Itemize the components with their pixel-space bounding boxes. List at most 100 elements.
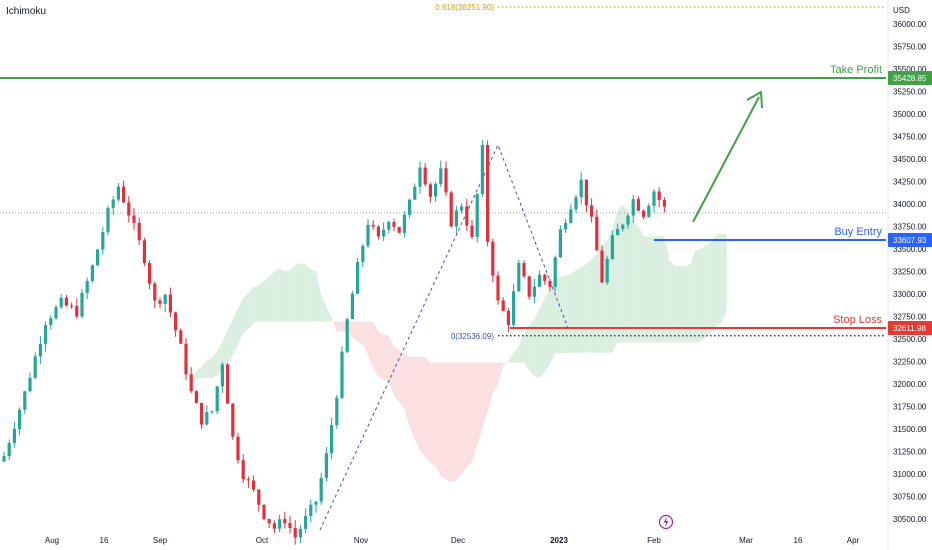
candle-body[interactable] (376, 226, 380, 237)
candle-body[interactable] (54, 307, 58, 319)
candle-body[interactable] (75, 306, 79, 317)
candle-body[interactable] (397, 226, 401, 233)
candle-body[interactable] (512, 291, 516, 325)
candle-body[interactable] (553, 257, 557, 288)
candle-body[interactable] (439, 168, 443, 184)
candle-body[interactable] (335, 397, 339, 426)
candle-body[interactable] (179, 330, 183, 344)
lightning-icon[interactable] (658, 514, 674, 530)
candle-body[interactable] (116, 186, 120, 200)
candle-body[interactable] (642, 210, 646, 217)
candle-body[interactable] (246, 479, 250, 481)
candle-body[interactable] (616, 229, 620, 236)
candle-body[interactable] (174, 312, 178, 331)
candle-body[interactable] (101, 231, 105, 250)
candle-body[interactable] (418, 167, 422, 187)
candle-body[interactable] (272, 523, 276, 529)
candle-body[interactable] (501, 300, 505, 311)
candle-body[interactable] (18, 409, 22, 430)
candle-body[interactable] (517, 263, 521, 292)
candle-body[interactable] (80, 292, 84, 317)
candle-body[interactable] (96, 249, 100, 266)
candle-body[interactable] (470, 225, 474, 237)
candle-body[interactable] (392, 221, 396, 227)
candle-body[interactable] (522, 263, 526, 277)
candle-body[interactable] (111, 199, 115, 209)
candle-body[interactable] (33, 356, 37, 378)
candle-body[interactable] (288, 523, 292, 529)
candle-body[interactable] (590, 205, 594, 217)
candle-body[interactable] (532, 286, 536, 297)
candle-body[interactable] (28, 377, 32, 392)
candle-body[interactable] (506, 310, 510, 325)
candle-body[interactable] (153, 283, 157, 301)
candle-body[interactable] (158, 300, 162, 304)
candle-body[interactable] (38, 343, 42, 357)
candle-body[interactable] (23, 391, 27, 410)
candle-body[interactable] (647, 205, 651, 217)
candle-body[interactable] (382, 229, 386, 237)
candle-body[interactable] (361, 245, 365, 263)
candle-body[interactable] (548, 280, 552, 288)
candle-body[interactable] (454, 210, 458, 227)
candle-body[interactable] (387, 221, 391, 230)
candle-body[interactable] (538, 274, 542, 287)
candle-body[interactable] (626, 215, 630, 225)
candle-body[interactable] (210, 411, 214, 413)
candle-body[interactable] (132, 215, 136, 223)
candle-body[interactable] (465, 206, 469, 226)
candle-body[interactable] (106, 208, 110, 232)
candle-body[interactable] (226, 364, 230, 404)
candle-body[interactable] (309, 504, 313, 516)
candle-body[interactable] (631, 199, 635, 216)
candle-body[interactable] (257, 489, 261, 505)
candle-body[interactable] (408, 199, 412, 215)
candle-body[interactable] (449, 192, 453, 227)
candle-body[interactable] (200, 402, 204, 425)
candle-body[interactable] (184, 343, 188, 375)
candle-body[interactable] (460, 206, 464, 211)
candle-body[interactable] (610, 235, 614, 259)
candle-body[interactable] (574, 197, 578, 210)
candle-body[interactable] (148, 263, 152, 284)
candle-body[interactable] (652, 191, 656, 206)
candle-body[interactable] (480, 145, 484, 195)
candle-body[interactable] (122, 186, 126, 203)
candle-body[interactable] (64, 297, 68, 306)
candle-body[interactable] (44, 325, 48, 344)
candle-body[interactable] (558, 229, 562, 258)
candle-body[interactable] (366, 224, 370, 246)
candle-body[interactable] (486, 145, 490, 242)
candle-body[interactable] (543, 274, 547, 281)
candle-body[interactable] (423, 167, 427, 185)
candle-body[interactable] (491, 241, 495, 276)
candle-body[interactable] (304, 515, 308, 529)
candle-body[interactable] (293, 528, 297, 538)
candle-body[interactable] (168, 294, 172, 313)
candle-body[interactable] (278, 519, 282, 529)
candle-body[interactable] (49, 318, 53, 326)
candle-body[interactable] (584, 179, 588, 206)
candle-body[interactable] (12, 429, 16, 444)
candle-body[interactable] (345, 319, 349, 352)
candle-body[interactable] (564, 222, 568, 230)
candle-body[interactable] (215, 386, 219, 412)
candle-body[interactable] (236, 436, 240, 461)
candle-body[interactable] (600, 250, 604, 283)
candle-body[interactable] (579, 179, 583, 198)
candle-body[interactable] (605, 258, 609, 283)
candle-body[interactable] (314, 501, 318, 505)
candle-body[interactable] (220, 364, 224, 387)
candle-body[interactable] (356, 262, 360, 294)
candle-body[interactable] (319, 477, 323, 502)
candle-body[interactable] (330, 425, 334, 454)
candle-body[interactable] (90, 265, 94, 281)
candle-body[interactable] (142, 240, 146, 264)
candle-body[interactable] (262, 504, 266, 520)
candle-body[interactable] (340, 351, 344, 398)
candle-body[interactable] (595, 216, 599, 251)
candle-body[interactable] (189, 374, 193, 392)
price-axis[interactable] (888, 0, 932, 550)
candle-body[interactable] (2, 456, 6, 462)
